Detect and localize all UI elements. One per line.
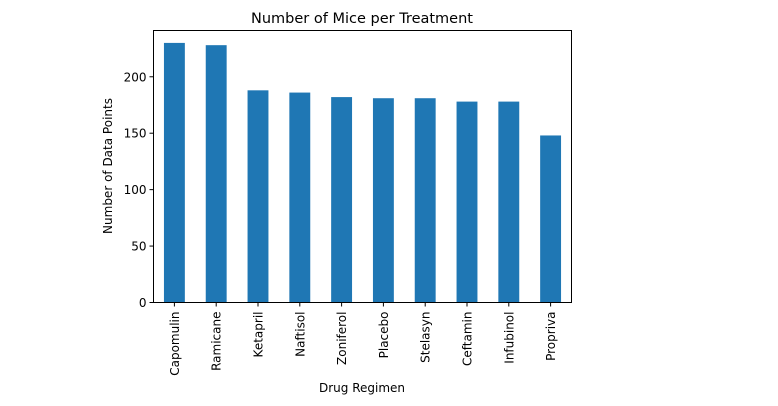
chart-title: Number of Mice per Treatment [251,11,473,27]
x-tick-label: Ceftamin [461,312,475,366]
bars-layer [163,42,562,303]
bar-stelasyn [414,98,436,303]
x-axis-ticks: Capomulin Ramicane Ketapril Naftisol Zonifer… [168,302,558,376]
x-tick-label: Ramicane [210,312,224,371]
bar-infubinol [498,101,520,303]
x-tick-label: Placebo [377,312,391,359]
x-tick-label: Infubinol [502,312,516,364]
plot-frame [153,30,572,303]
y-axis-label: Number of Data Points [101,98,115,234]
x-tick-label: Ketapril [252,312,266,358]
bar-capomulin [163,42,185,303]
x-tick-label: Stelasyn [419,312,433,363]
bar-zoniferol [331,97,353,303]
bar-naftisol [289,92,311,303]
bar-ceftamin [456,101,478,303]
bar-placebo [372,98,394,303]
y-tick-label: 200 [124,70,147,84]
x-axis-label: Drug Regimen [319,381,405,395]
x-tick-label: Naftisol [293,312,307,357]
y-tick-label: 50 [131,240,146,254]
x-tick-label: Propriva [544,312,558,361]
x-tick-label: Zoniferol [335,312,349,365]
y-tick-label: 100 [124,183,147,197]
y-tick-label: 0 [139,296,147,310]
bar-ramicane [205,45,227,303]
x-tick-label: Capomulin [168,312,182,376]
bar-ketapril [247,90,269,303]
bar-propriva [540,135,562,303]
y-axis-ticks: 0 50 100 150 200 [124,70,154,310]
y-tick-label: 150 [124,127,147,141]
